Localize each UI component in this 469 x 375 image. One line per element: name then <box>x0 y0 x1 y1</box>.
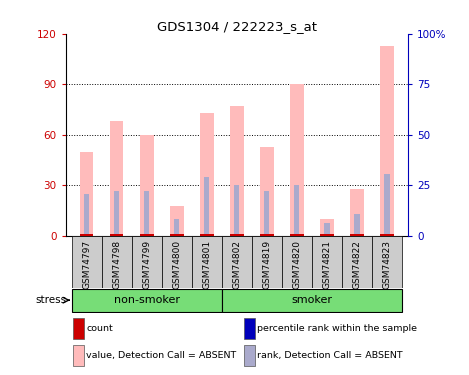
Text: GSM74821: GSM74821 <box>323 240 332 289</box>
Text: GSM74820: GSM74820 <box>292 240 302 289</box>
Bar <box>204 177 209 236</box>
Bar <box>260 147 273 236</box>
Text: stress: stress <box>35 295 66 305</box>
Text: rank, Detection Call = ABSENT: rank, Detection Call = ABSENT <box>257 351 403 360</box>
Text: GSM74802: GSM74802 <box>232 240 242 289</box>
Bar <box>73 318 83 339</box>
Bar <box>222 289 402 312</box>
Bar <box>102 236 132 288</box>
Text: GSM74798: GSM74798 <box>112 240 121 289</box>
Bar <box>80 152 93 236</box>
Bar <box>144 190 149 236</box>
Bar <box>170 234 183 236</box>
Bar <box>260 234 273 236</box>
Bar <box>380 234 394 236</box>
Bar <box>140 234 153 236</box>
Bar <box>230 106 243 236</box>
Bar <box>170 206 183 236</box>
Bar <box>234 186 239 236</box>
Text: GSM74800: GSM74800 <box>172 240 182 289</box>
Text: count: count <box>86 324 113 333</box>
Bar <box>230 234 243 236</box>
Bar <box>110 122 123 236</box>
Bar <box>114 190 119 236</box>
Bar <box>342 236 372 288</box>
Bar <box>84 194 89 236</box>
Bar <box>385 174 390 236</box>
Text: value, Detection Call = ABSENT: value, Detection Call = ABSENT <box>86 351 236 360</box>
Bar <box>372 236 402 288</box>
Bar <box>200 113 213 236</box>
Bar <box>350 234 364 236</box>
Bar <box>72 289 222 312</box>
Bar <box>162 236 192 288</box>
Text: GSM74799: GSM74799 <box>142 240 151 289</box>
Bar <box>73 345 83 366</box>
Bar <box>192 236 222 288</box>
Title: GDS1304 / 222223_s_at: GDS1304 / 222223_s_at <box>157 20 317 33</box>
Bar <box>174 219 179 236</box>
Bar <box>290 234 303 236</box>
Text: non-smoker: non-smoker <box>114 295 180 305</box>
Bar <box>282 236 312 288</box>
Bar <box>252 236 282 288</box>
Bar <box>244 345 255 366</box>
Bar <box>290 84 303 236</box>
Bar <box>320 219 334 236</box>
Bar <box>265 190 270 236</box>
Text: smoker: smoker <box>291 295 333 305</box>
Bar <box>355 214 360 236</box>
Bar <box>380 45 394 236</box>
Bar <box>132 236 162 288</box>
Bar <box>110 234 123 236</box>
Bar <box>320 234 334 236</box>
Text: GSM74822: GSM74822 <box>353 240 362 289</box>
Bar <box>325 222 330 236</box>
Bar <box>140 135 153 236</box>
Text: GSM74823: GSM74823 <box>383 240 392 289</box>
Text: percentile rank within the sample: percentile rank within the sample <box>257 324 417 333</box>
Text: GSM74797: GSM74797 <box>82 240 91 289</box>
Bar <box>80 234 93 236</box>
Bar <box>295 186 300 236</box>
Bar <box>222 236 252 288</box>
Text: GSM74819: GSM74819 <box>262 240 272 289</box>
Bar <box>200 234 213 236</box>
Text: GSM74801: GSM74801 <box>202 240 212 289</box>
Bar <box>312 236 342 288</box>
Bar <box>72 236 102 288</box>
Bar <box>244 318 255 339</box>
Bar <box>350 189 364 236</box>
